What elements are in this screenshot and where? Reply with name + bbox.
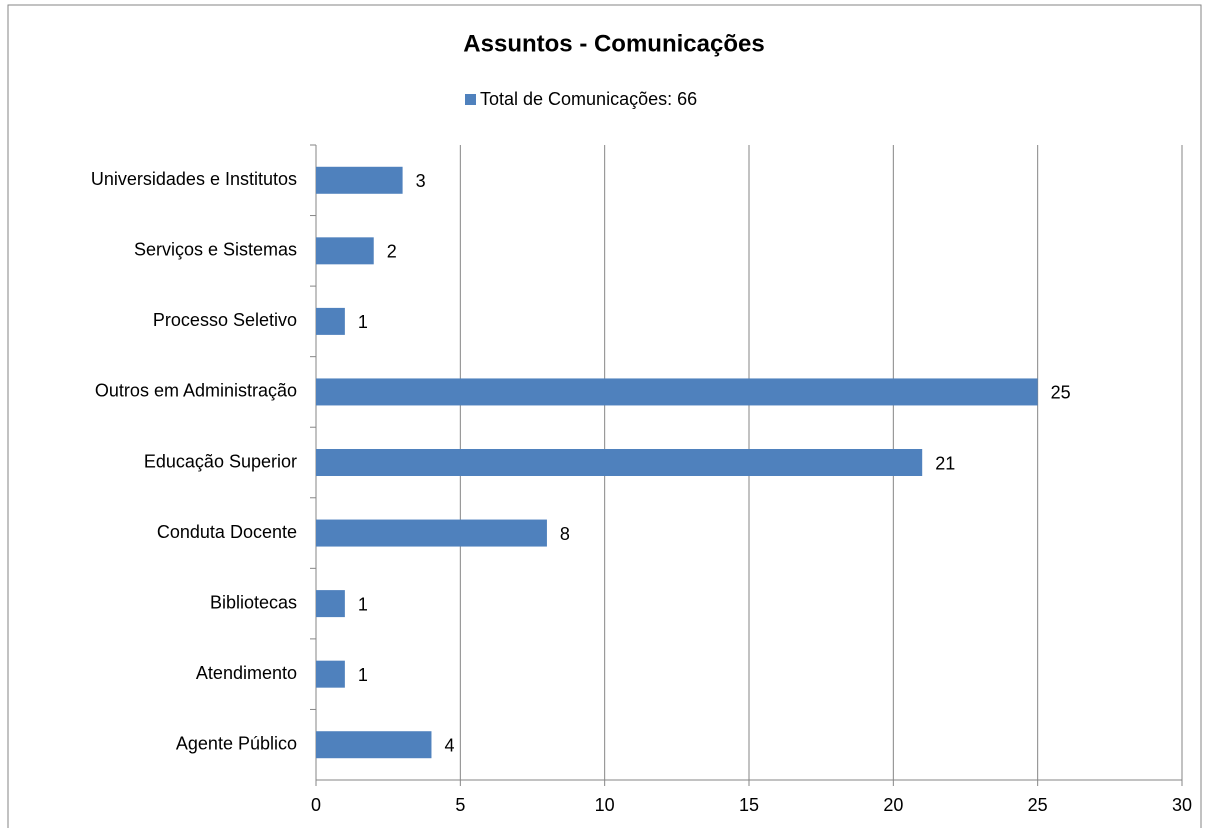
bar	[316, 378, 1038, 406]
y-tick-label: Atendimento	[196, 663, 297, 683]
legend-label: Total de Comunicações: 66	[480, 89, 697, 109]
x-tick-label: 25	[1028, 795, 1048, 815]
bar	[316, 237, 374, 265]
y-tick-label: Processo Seletivo	[153, 310, 297, 330]
y-tick-label: Serviços e Sistemas	[134, 240, 297, 260]
x-tick-label: 0	[311, 795, 321, 815]
data-label: 21	[935, 453, 955, 473]
x-tick-label: 15	[739, 795, 759, 815]
bar	[316, 590, 345, 618]
chart-border	[7, 4, 1202, 828]
data-label: 4	[444, 735, 454, 755]
chart-title: Assuntos - Comunicações	[463, 30, 764, 57]
bar	[316, 731, 432, 759]
data-label: 8	[560, 524, 570, 544]
data-label: 1	[358, 594, 368, 614]
y-tick-label: Bibliotecas	[210, 592, 297, 612]
bar	[316, 449, 923, 476]
x-tick-label: 20	[883, 795, 903, 815]
data-label: 3	[416, 171, 426, 191]
x-tick-label: 30	[1172, 795, 1192, 815]
data-label: 1	[358, 665, 368, 685]
bar	[316, 166, 403, 194]
x-tick-label: 5	[455, 795, 465, 815]
bar	[316, 307, 345, 335]
bar	[316, 519, 547, 547]
data-label: 2	[387, 242, 397, 262]
y-tick-label: Conduta Docente	[157, 522, 297, 542]
bar	[316, 660, 345, 688]
x-tick-label: 10	[595, 795, 615, 815]
y-tick-label: Universidades e Institutos	[91, 169, 297, 189]
y-tick-label: Agente Público	[176, 733, 297, 753]
y-tick-label: Outros em Administração	[95, 381, 297, 401]
data-label: 25	[1051, 383, 1071, 403]
y-tick-label: Educação Superior	[144, 451, 297, 471]
data-label: 1	[358, 312, 368, 332]
legend-swatch	[465, 94, 476, 105]
